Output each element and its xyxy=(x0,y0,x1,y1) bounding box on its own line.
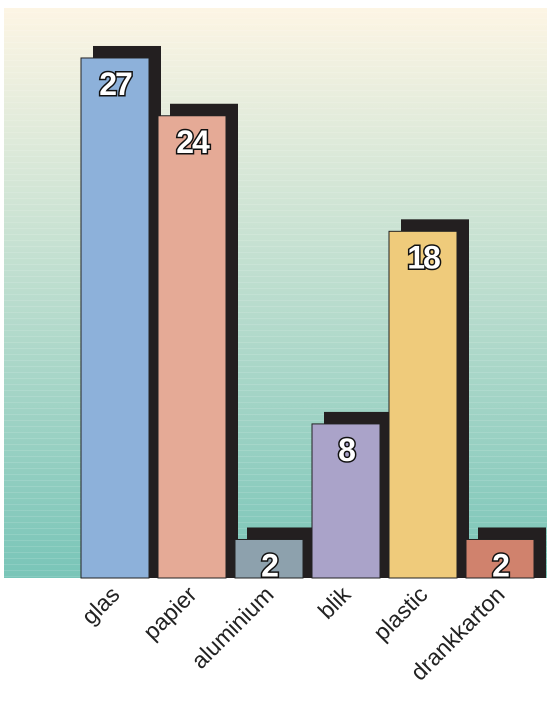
category-label-plastic: plastic xyxy=(368,581,432,645)
value-label-aluminium: 2 xyxy=(261,547,278,583)
value-label-papier: 24 xyxy=(176,124,210,160)
category-label-glas: glas xyxy=(76,581,124,629)
category-label-blik: blik xyxy=(313,581,356,624)
bars xyxy=(80,57,535,579)
bar-aluminium xyxy=(234,538,304,579)
bar-plastic xyxy=(388,230,458,579)
bar-drankkarton xyxy=(465,538,535,579)
value-label-blik: 8 xyxy=(338,432,355,468)
value-labels: 27 24 2 8 18 2 xyxy=(98,64,513,584)
bar-glas xyxy=(80,57,150,579)
category-label-aluminium: aluminium xyxy=(186,581,279,674)
value-label-glas: 27 xyxy=(99,66,132,102)
value-label-plastic: 18 xyxy=(407,239,440,275)
value-label-drankkarton: 2 xyxy=(492,547,509,583)
bar-papier xyxy=(157,115,227,579)
category-label-papier: papier xyxy=(138,581,202,645)
bar-blik xyxy=(311,423,381,579)
